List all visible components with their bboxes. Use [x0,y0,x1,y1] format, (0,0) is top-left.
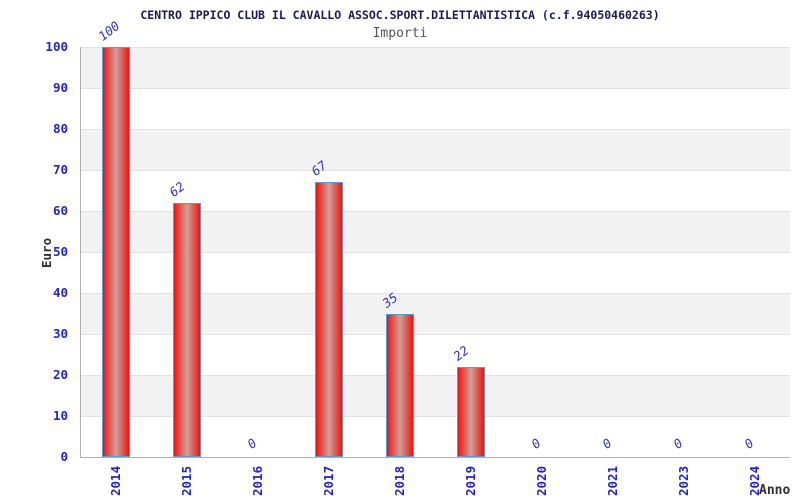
y-tick-label: 30 [52,326,68,341]
plot-band [81,129,790,170]
y-tick-label: 100 [45,39,68,54]
y-tick-label: 0 [60,449,68,464]
gridline [81,416,790,417]
bar-2014 [102,47,131,457]
x-tick-label-2023: 2023 [675,465,691,496]
plot-band [81,88,790,129]
y-tick-label: 70 [52,162,68,177]
x-tick-label-2014: 2014 [108,465,124,496]
gridline [81,47,790,48]
x-tick-label-2018: 2018 [392,465,408,496]
y-tick-label: 10 [52,408,68,423]
x-tick-label-2020: 2020 [533,465,549,496]
gridline [81,252,790,253]
gridline [81,129,790,130]
chart-subtitle: Importi [372,26,428,41]
x-tick-label-2015: 2015 [179,465,195,496]
gridline [81,334,790,335]
chart-title: CENTRO IPPICO CLUB IL CAVALLO ASSOC.SPOR… [140,8,660,22]
x-tick-label-2016: 2016 [250,465,266,496]
gridline [81,375,790,376]
y-tick-label: 60 [52,203,68,218]
y-tick-label: 50 [52,244,68,259]
y-tick-label: 90 [52,80,68,95]
gridline [81,293,790,294]
y-tick-label: 80 [52,121,68,136]
x-tick-label-2024: 2024 [746,465,762,496]
x-tick-label-2019: 2019 [462,465,478,496]
gridline [81,170,790,171]
x-tick-label-2017: 2017 [321,465,337,496]
bar-2015 [173,202,202,457]
x-axis-line [80,457,790,458]
bar-2018 [386,313,415,457]
y-tick-label: 40 [52,285,68,300]
x-tick-label-2021: 2021 [604,465,620,496]
gridline [81,88,790,89]
bar-2017 [315,182,344,457]
plot-band [81,47,790,88]
x-axis-title: Anno [759,483,791,498]
bar-2019 [456,366,485,457]
y-tick-label: 20 [52,367,68,382]
y-axis-line [80,47,81,458]
gridline [81,211,790,212]
